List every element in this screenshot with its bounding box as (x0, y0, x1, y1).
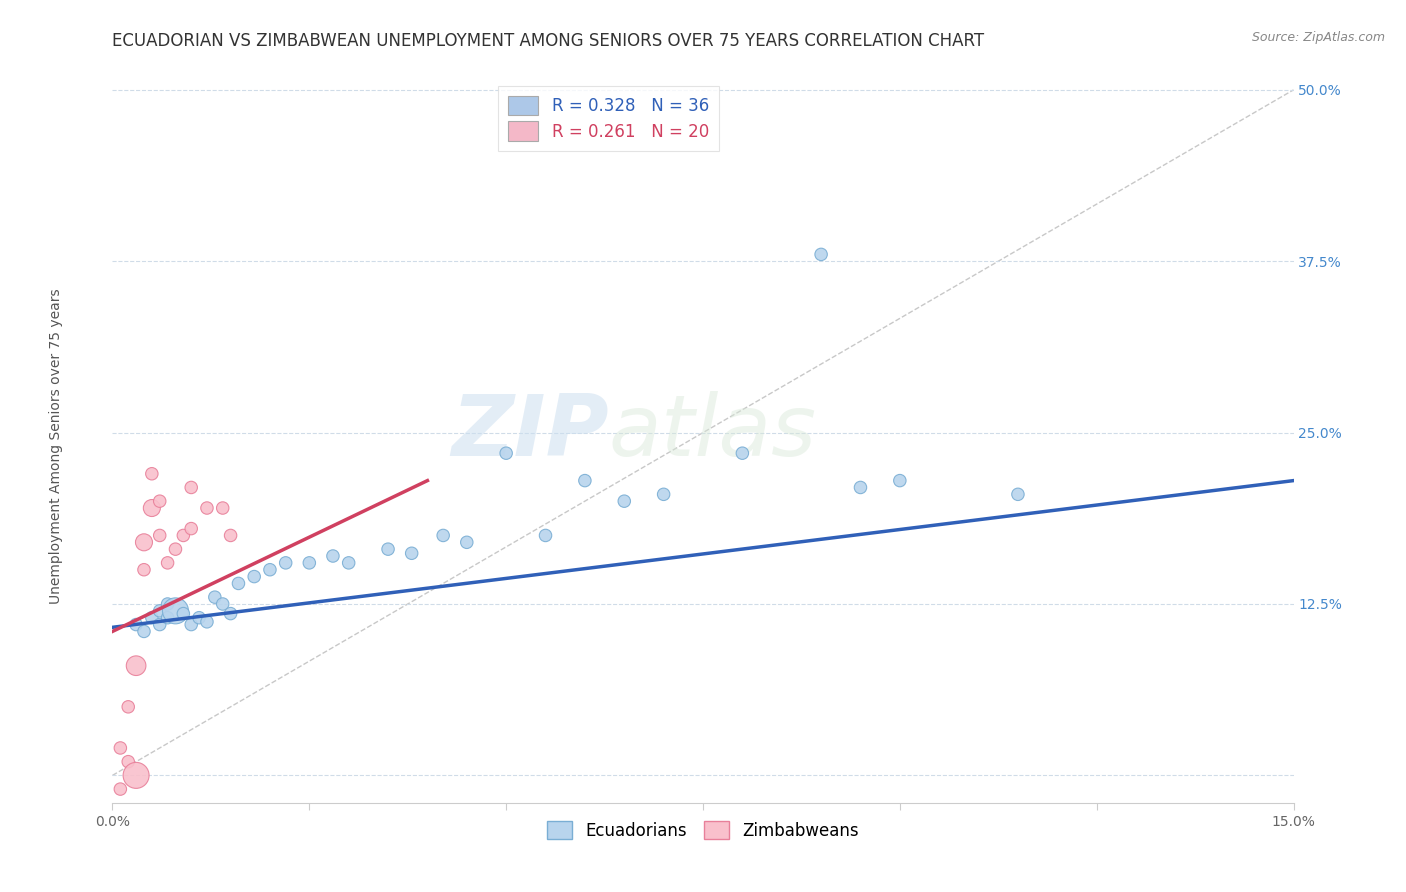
Text: atlas: atlas (609, 391, 817, 475)
Point (456, 535, 478, 549)
Point (132, 624, 155, 639)
Point (180, 617, 202, 632)
Point (219, 528, 242, 542)
Point (117, 699, 139, 714)
Point (188, 610, 211, 624)
Point (149, 617, 172, 632)
Point (125, 768, 148, 782)
Point (149, 528, 172, 542)
Point (204, 590, 226, 604)
Point (574, 474, 596, 488)
Point (534, 528, 557, 542)
Point (337, 556, 360, 570)
Point (156, 597, 179, 611)
Point (1007, 487, 1029, 501)
Point (125, 617, 148, 632)
Point (141, 467, 163, 481)
Point (377, 542, 399, 557)
Point (125, 658, 148, 673)
Text: ECUADORIAN VS ZIMBABWEAN UNEMPLOYMENT AMONG SENIORS OVER 75 YEARS CORRELATION CH: ECUADORIAN VS ZIMBABWEAN UNEMPLOYMENT AM… (112, 32, 984, 50)
Point (132, 563, 155, 577)
Point (180, 522, 202, 536)
Point (211, 597, 233, 611)
Point (156, 556, 179, 570)
Point (731, 446, 754, 460)
Point (132, 535, 155, 549)
Point (849, 480, 872, 494)
Point (165, 542, 187, 557)
Point (180, 480, 202, 494)
Point (149, 494, 172, 508)
Point (211, 501, 233, 516)
Point (219, 607, 242, 621)
Point (165, 604, 187, 618)
Point (172, 528, 194, 542)
Text: ZIP: ZIP (451, 391, 609, 475)
Point (141, 501, 163, 516)
Point (274, 556, 297, 570)
Point (117, 755, 139, 769)
Point (652, 487, 675, 501)
Point (110, 741, 132, 756)
Point (401, 546, 423, 560)
Point (259, 563, 281, 577)
Text: Unemployment Among Seniors over 75 years: Unemployment Among Seniors over 75 years (49, 288, 63, 604)
Legend: Ecuadorians, Zimbabweans: Ecuadorians, Zimbabweans (540, 814, 866, 847)
Point (110, 782, 132, 797)
Point (889, 474, 911, 488)
Point (156, 610, 179, 624)
Point (322, 549, 344, 563)
Point (243, 569, 266, 583)
Point (495, 446, 517, 460)
Point (298, 556, 321, 570)
Point (228, 576, 250, 591)
Point (172, 607, 194, 621)
Point (141, 610, 163, 624)
Point (195, 615, 218, 629)
Point (195, 501, 218, 516)
Point (149, 604, 172, 618)
Point (432, 528, 454, 542)
Point (810, 247, 832, 261)
Point (613, 494, 636, 508)
Text: Source: ZipAtlas.com: Source: ZipAtlas.com (1251, 31, 1385, 45)
